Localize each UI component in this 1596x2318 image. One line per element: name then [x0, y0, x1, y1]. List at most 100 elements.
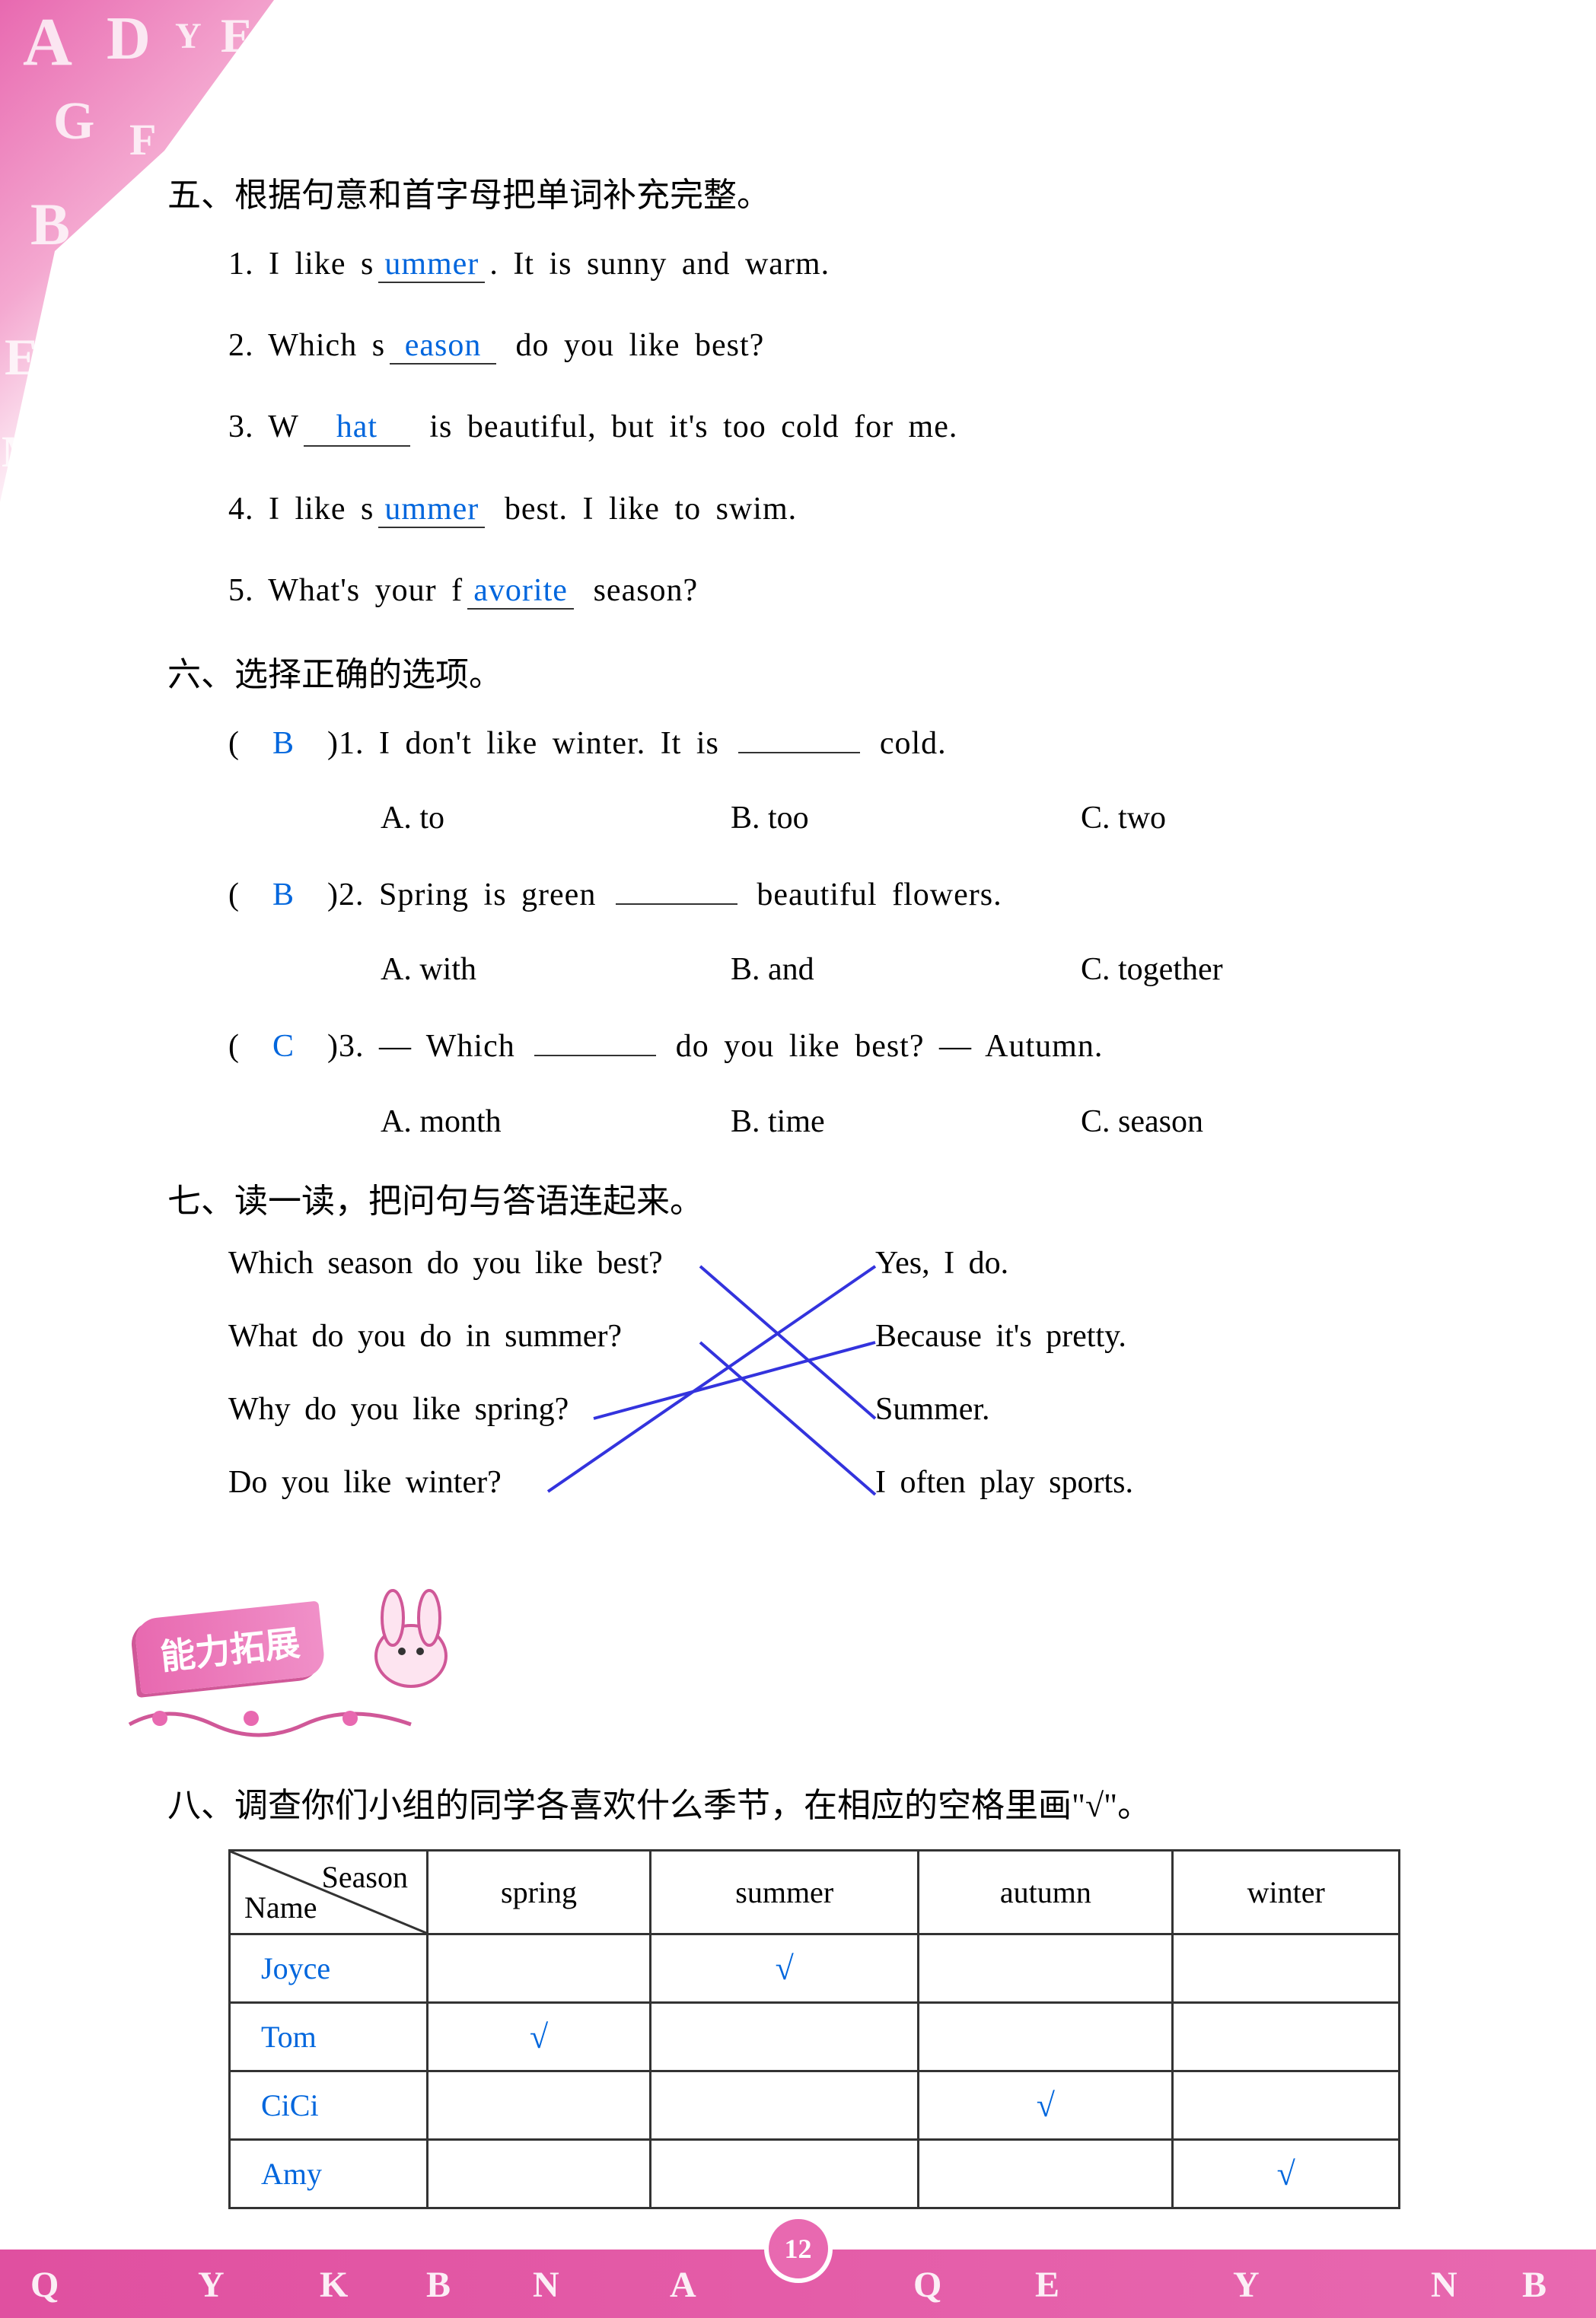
- check-cell[interactable]: [651, 2002, 919, 2071]
- s6q3-end: do you like best? — Autumn.: [676, 1029, 1104, 1064]
- footer-letter: B: [426, 2264, 451, 2306]
- matching-right-col: Yes, I do. Because it's pretty. Summer. …: [875, 1245, 1133, 1537]
- check-cell[interactable]: [919, 2139, 1173, 2208]
- corner-letter: M: [2, 426, 43, 477]
- check-cell[interactable]: √: [1173, 2139, 1400, 2208]
- bunny-icon: [312, 1587, 525, 1709]
- section5-title: 五、根据句意和首字母把单词补充完整。: [167, 167, 1461, 216]
- s6q2-end: beautiful flowers.: [757, 877, 1002, 912]
- s6q1-text: )1. I don't like winter. It is: [327, 726, 719, 761]
- s6q3-ans[interactable]: C: [272, 1029, 295, 1064]
- footer-letter: Q: [30, 2264, 59, 2306]
- matching-left-col: Which season do you like best? What do y…: [228, 1245, 663, 1537]
- s6-q3-choices: A. month B. time C. season: [381, 1103, 1461, 1140]
- s5-q2: 2. Which s eason do you like best?: [228, 320, 1461, 371]
- s5q2-ans[interactable]: eason: [405, 328, 482, 363]
- footer-letter: N: [533, 2264, 559, 2306]
- matching-area: Which season do you like best? What do y…: [228, 1245, 1461, 1565]
- header-name: Name: [244, 1890, 317, 1925]
- paren-close: [295, 1029, 327, 1064]
- ability-divider: 能力拓展: [137, 1610, 1461, 1747]
- page-number: 12: [764, 2215, 833, 2283]
- s6q1-ans[interactable]: B: [272, 726, 295, 761]
- s5q3-ans[interactable]: hat: [336, 409, 377, 444]
- check-cell[interactable]: [651, 2139, 919, 2208]
- table-row: CiCi √: [230, 2071, 1400, 2139]
- s5q2-pre: 2. Which s: [228, 328, 385, 363]
- s5q4-ans[interactable]: ummer: [384, 492, 479, 527]
- name-cell[interactable]: Joyce: [230, 1934, 428, 2002]
- blank[interactable]: [738, 752, 860, 753]
- s6-q1: ( B )1. I don't like winter. It is cold.: [228, 718, 1461, 769]
- match-l1: What do you do in summer?: [228, 1318, 663, 1355]
- s6q3-b: B. time: [731, 1103, 1081, 1140]
- s5q2-post: do you like best?: [501, 328, 764, 363]
- s5-q1: 1. I like s ummer . It is sunny and warm.: [228, 239, 1461, 290]
- s6q3-a: A. month: [381, 1103, 731, 1140]
- survey-table: Season Name spring summer autumn winter …: [228, 1849, 1400, 2209]
- col-winter: winter: [1173, 1850, 1400, 1934]
- s6-q3: ( C )3. — Which do you like best? — Autu…: [228, 1021, 1461, 1072]
- s6q1-a: A. to: [381, 800, 731, 836]
- check-cell[interactable]: [428, 2139, 651, 2208]
- s6-q1-choices: A. to B. too C. two: [381, 800, 1461, 836]
- s6q1-end: cold.: [880, 726, 947, 761]
- s5q1-pre: 1. I like s: [228, 247, 374, 282]
- footer-letter: E: [1035, 2264, 1059, 2306]
- match-l0: Which season do you like best?: [228, 1245, 663, 1282]
- check-cell[interactable]: [1173, 1934, 1400, 2002]
- s5-q5: 5. What's your f avorite season?: [228, 565, 1461, 616]
- s5q5-post: season?: [578, 573, 698, 608]
- check-cell[interactable]: √: [651, 1934, 919, 2002]
- check-cell[interactable]: [1173, 2071, 1400, 2139]
- check-cell[interactable]: [919, 2002, 1173, 2071]
- match-l2: Why do you like spring?: [228, 1391, 663, 1428]
- table-row: Joyce √: [230, 1934, 1400, 2002]
- s6q2-a: A. with: [381, 951, 731, 988]
- corner-letter: Y: [175, 15, 202, 57]
- main-content: 五、根据句意和首字母把单词补充完整。 1. I like s ummer . It …: [167, 137, 1461, 2209]
- check-cell[interactable]: [919, 1934, 1173, 2002]
- check-cell[interactable]: [1173, 2002, 1400, 2071]
- corner-letter: A: [23, 3, 72, 81]
- paren-open: (: [228, 877, 272, 912]
- s6q1-c: C. two: [1081, 800, 1431, 836]
- section8-title: 八、调查你们小组的同学各喜欢什么季节，在相应的空格里画"√"。: [167, 1778, 1461, 1826]
- corner-letter: G: [53, 91, 94, 152]
- blank[interactable]: [616, 903, 737, 905]
- name-cell[interactable]: Tom: [230, 2002, 428, 2071]
- s6-q2: ( B )2. Spring is green beautiful flower…: [228, 870, 1461, 921]
- s5q5-ans[interactable]: avorite: [473, 573, 568, 608]
- paren-open: (: [228, 726, 272, 761]
- footer-letter: B: [1522, 2264, 1547, 2306]
- name-cell[interactable]: CiCi: [230, 2071, 428, 2139]
- match-l3: Do you like winter?: [228, 1464, 663, 1501]
- s5q4-post: best. I like to swim.: [489, 492, 797, 527]
- s6q2-text: )2. Spring is green: [327, 877, 596, 912]
- check-cell[interactable]: [428, 2071, 651, 2139]
- s6q2-ans[interactable]: B: [272, 877, 295, 912]
- header-diag-cell: Season Name: [230, 1850, 428, 1934]
- match-r2: Summer.: [875, 1391, 1133, 1428]
- name-cell[interactable]: Amy: [230, 2139, 428, 2208]
- s5q1-post: . It is sunny and warm.: [489, 247, 830, 282]
- section6-title: 六、选择正确的选项。: [167, 647, 1461, 696]
- check-cell[interactable]: √: [919, 2071, 1173, 2139]
- section7-title: 七、读一读，把问句与答语连起来。: [167, 1173, 1461, 1222]
- footer-letter: K: [320, 2264, 348, 2306]
- header-season: Season: [322, 1859, 408, 1895]
- s6q2-c: C. together: [1081, 951, 1431, 988]
- s5q1-ans[interactable]: ummer: [384, 247, 479, 282]
- match-r1: Because it's pretty.: [875, 1318, 1133, 1355]
- check-cell[interactable]: √: [428, 2002, 651, 2071]
- check-cell[interactable]: [651, 2071, 919, 2139]
- blank[interactable]: [534, 1055, 656, 1056]
- s5q3-pre: 3. W: [228, 409, 299, 444]
- check-cell[interactable]: [428, 1934, 651, 2002]
- flourish-icon: [122, 1702, 426, 1747]
- corner-letter: B: [30, 190, 70, 259]
- s5q5-pre: 5. What's your f: [228, 573, 463, 608]
- footer-letter: A: [670, 2264, 696, 2306]
- table-row: Tom√: [230, 2002, 1400, 2071]
- paren-close: [295, 877, 327, 912]
